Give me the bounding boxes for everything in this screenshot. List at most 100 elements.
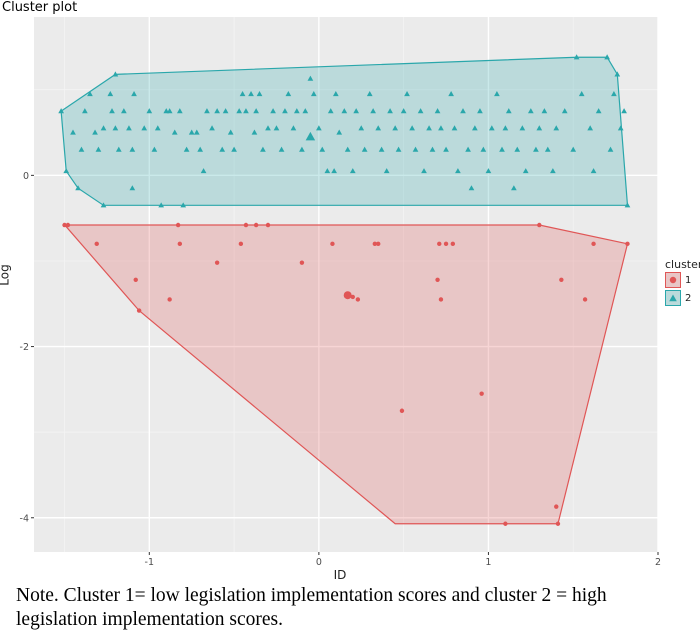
data-point-cluster-1 xyxy=(555,521,561,526)
data-point-cluster-1 xyxy=(175,222,181,228)
data-point-cluster-2 xyxy=(527,108,534,114)
data-point-cluster-2 xyxy=(227,129,234,135)
data-point-cluster-2 xyxy=(550,168,556,174)
data-point-cluster-2 xyxy=(154,125,161,131)
data-point-cluster-2 xyxy=(387,108,393,114)
x-tick-label: 1 xyxy=(485,557,491,568)
data-point-cluster-2 xyxy=(171,129,178,135)
legend-key-cluster-2 xyxy=(665,290,681,306)
data-point-cluster-2 xyxy=(533,146,539,152)
data-point-cluster-2 xyxy=(204,108,210,114)
data-point-cluster-2 xyxy=(472,125,478,131)
data-point-cluster-2 xyxy=(214,108,220,114)
data-point-cluster-2 xyxy=(107,91,114,97)
data-point-cluster-2 xyxy=(604,54,610,60)
data-point-cluster-2 xyxy=(421,168,427,174)
data-point-cluster-2 xyxy=(219,146,226,152)
data-point-cluster-2 xyxy=(324,168,331,174)
data-point-cluster-1 xyxy=(537,222,542,228)
data-point-cluster-2 xyxy=(607,146,614,152)
data-point-cluster-2 xyxy=(131,91,137,97)
data-point-cluster-2 xyxy=(344,146,351,152)
data-point-cluster-2 xyxy=(404,91,410,97)
data-point-cluster-2 xyxy=(331,168,337,174)
data-point-cluster-2 xyxy=(109,108,115,114)
data-point-cluster-2 xyxy=(587,125,594,131)
data-point-cluster-2 xyxy=(361,146,368,152)
data-point-cluster-1 xyxy=(438,297,444,302)
x-axis-label: ID xyxy=(333,568,347,582)
data-point-cluster-2 xyxy=(395,146,402,152)
data-point-cluster-2 xyxy=(183,146,190,152)
legend-label-cluster-2: 2 xyxy=(685,292,692,304)
data-point-cluster-2 xyxy=(112,125,119,131)
data-point-cluster-2 xyxy=(58,108,64,114)
data-point-cluster-2 xyxy=(561,108,568,114)
data-point-cluster-2 xyxy=(541,108,548,114)
data-point-cluster-1 xyxy=(350,294,355,300)
data-point-cluster-2 xyxy=(282,108,288,114)
data-point-cluster-1 xyxy=(591,241,596,247)
data-point-cluster-2 xyxy=(129,185,136,191)
data-point-cluster-2 xyxy=(417,108,424,114)
data-point-cluster-2 xyxy=(70,129,76,135)
data-point-cluster-2 xyxy=(248,91,254,97)
chart-title: Cluster plot xyxy=(2,0,78,15)
y-tick-label: -4 xyxy=(20,513,29,524)
data-point-cluster-2 xyxy=(146,108,153,114)
data-point-cluster-2 xyxy=(265,125,271,131)
data-point-cluster-2 xyxy=(536,125,543,131)
data-point-cluster-2 xyxy=(239,91,246,97)
y-tick-label: 0 xyxy=(23,171,29,182)
data-point-cluster-2 xyxy=(465,146,471,152)
data-point-cluster-1 xyxy=(503,521,508,526)
data-point-cluster-2 xyxy=(488,125,495,131)
legend-key-cluster-1 xyxy=(665,272,681,288)
data-point-cluster-2 xyxy=(590,168,597,174)
data-point-cluster-2 xyxy=(126,125,132,131)
data-point-cluster-1 xyxy=(136,308,142,313)
data-point-cluster-2 xyxy=(253,108,259,114)
cluster-plot-figure: Cluster plot -1 0 1 2 -4 -2 0 ID Log cluster 1… xyxy=(0,0,700,582)
data-point-cluster-2 xyxy=(494,91,500,97)
data-point-cluster-2 xyxy=(611,91,617,97)
y-tick-label: -2 xyxy=(20,342,29,353)
data-point-cluster-2 xyxy=(231,146,237,152)
data-point-cluster-2 xyxy=(438,125,444,131)
data-point-cluster-2 xyxy=(370,108,376,114)
legend: cluster 1 2 xyxy=(663,258,700,307)
data-point-cluster-2 xyxy=(412,146,419,152)
data-point-cluster-2 xyxy=(310,91,317,97)
cluster-hull-1 xyxy=(63,224,629,525)
data-point-cluster-2 xyxy=(448,91,454,97)
legend-swatch-1 xyxy=(665,272,681,288)
data-point-cluster-2 xyxy=(502,125,509,131)
data-point-cluster-2 xyxy=(166,108,173,114)
data-point-cluster-2 xyxy=(392,125,399,131)
data-point-cluster-2 xyxy=(468,185,475,191)
data-point-cluster-2 xyxy=(188,129,195,135)
x-tick-label: -1 xyxy=(145,557,154,568)
data-point-cluster-2 xyxy=(256,91,263,97)
data-point-cluster-2 xyxy=(485,168,492,174)
data-point-cluster-2 xyxy=(327,108,334,114)
data-point-cluster-2 xyxy=(293,108,300,114)
data-point-cluster-1 xyxy=(265,222,271,228)
data-point-cluster-2 xyxy=(63,168,70,174)
data-point-cluster-1 xyxy=(299,260,305,265)
data-point-cluster-2 xyxy=(336,129,343,135)
data-point-cluster-1 xyxy=(62,222,67,228)
data-point-cluster-2 xyxy=(316,125,322,131)
cluster-center-1 xyxy=(343,291,352,300)
data-point-cluster-1 xyxy=(177,241,183,247)
data-point-cluster-2 xyxy=(341,108,348,114)
data-point-cluster-2 xyxy=(236,108,243,114)
data-point-cluster-2 xyxy=(429,146,436,152)
data-point-cluster-1 xyxy=(399,408,405,413)
data-point-cluster-1 xyxy=(554,504,559,509)
data-point-cluster-2 xyxy=(544,146,551,152)
cluster-center-2 xyxy=(305,131,316,141)
data-point-cluster-2 xyxy=(78,146,85,152)
data-point-cluster-1 xyxy=(443,241,449,247)
data-point-cluster-2 xyxy=(260,146,266,152)
